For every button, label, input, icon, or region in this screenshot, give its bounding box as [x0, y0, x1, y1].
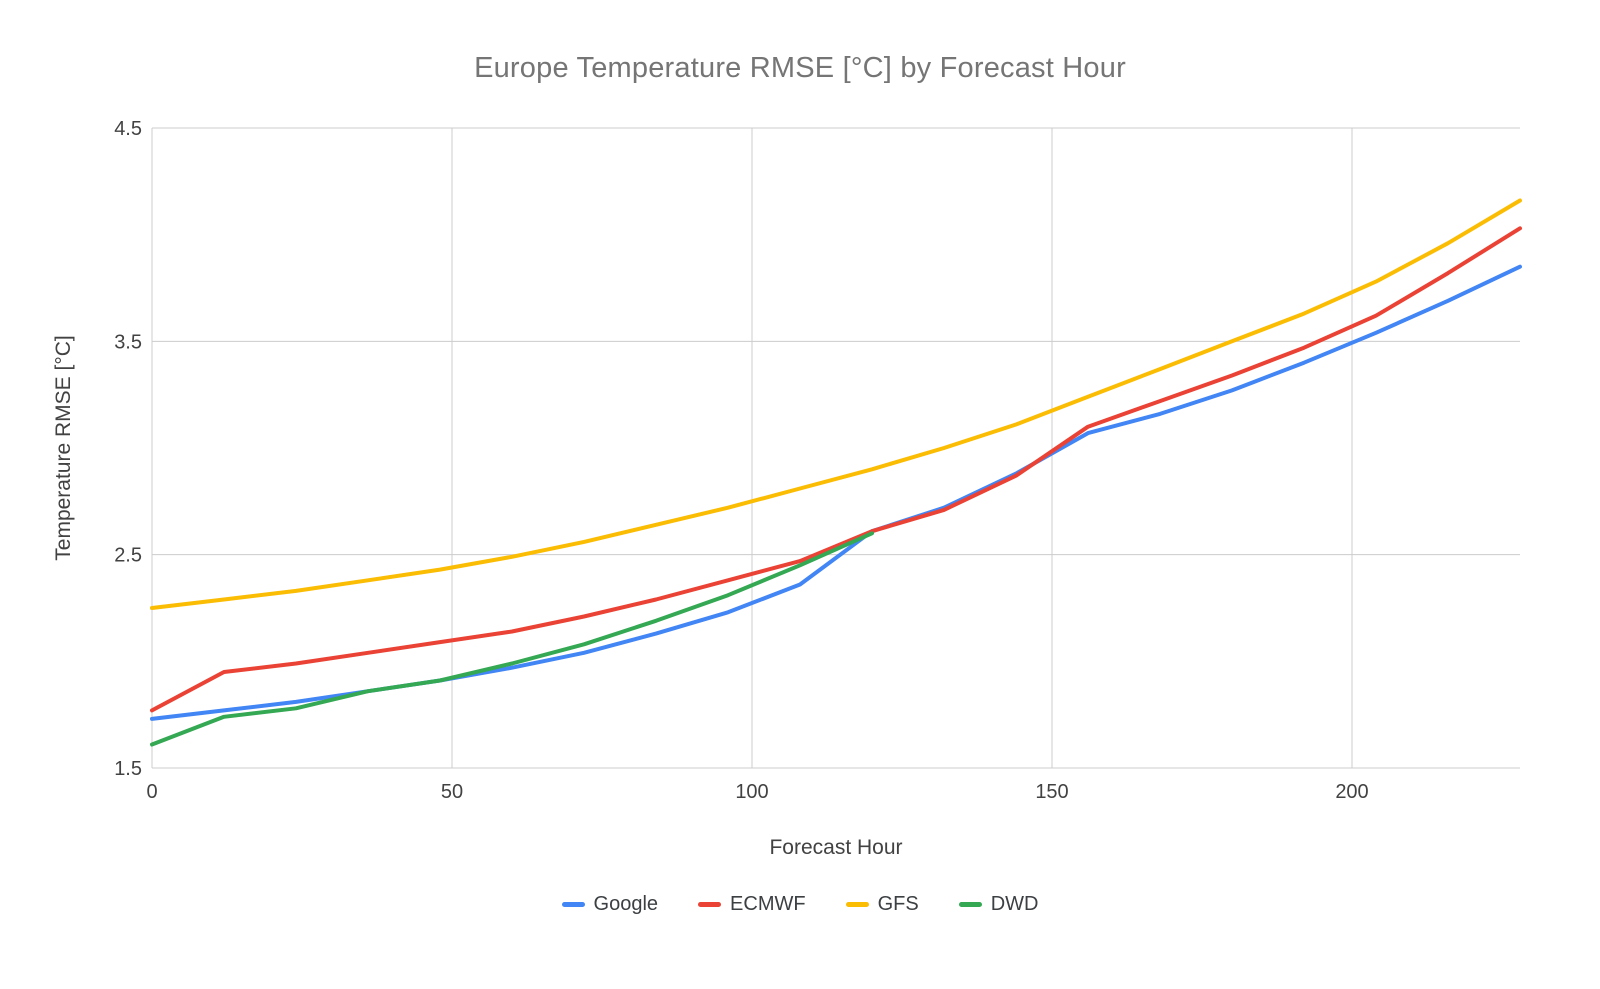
x-tick-label: 50: [441, 781, 463, 803]
y-tick-label: 4.5: [114, 118, 142, 140]
x-axis-title: Forecast Hour: [769, 836, 903, 859]
legend-swatch-ecmwf: [698, 902, 722, 907]
legend-label: Google: [593, 893, 659, 915]
legend-label: DWD: [990, 893, 1039, 915]
legend: Google ECMWF GFS DWD: [0, 893, 1600, 916]
x-tick-label: 0: [146, 781, 157, 803]
legend-label: ECMWF: [730, 893, 806, 915]
chart-title: Europe Temperature RMSE [°C] by Forecast…: [474, 52, 1126, 84]
x-tick-label: 200: [1335, 781, 1368, 803]
legend-item-dwd: DWD: [958, 893, 1039, 916]
legend-item-ecmwf: ECMWF: [698, 893, 806, 916]
legend-swatch-dwd: [958, 902, 982, 907]
y-tick-label: 2.5: [114, 545, 142, 567]
x-tick-label: 150: [1035, 781, 1068, 803]
series-line-dwd: [150, 531, 874, 747]
series-line-ecmwf: [150, 226, 1522, 713]
legend-label: GFS: [877, 893, 919, 915]
y-tick-label: 1.5: [114, 758, 142, 780]
series-line-google: [150, 264, 1522, 721]
x-tick-label: 100: [735, 781, 768, 803]
y-tick-label: 3.5: [114, 331, 142, 353]
legend-item-google: Google: [561, 893, 659, 916]
legend-item-gfs: GFS: [845, 893, 919, 916]
series-line-gfs: [150, 198, 1522, 610]
legend-swatch-google: [561, 902, 585, 907]
legend-swatch-gfs: [845, 902, 869, 907]
